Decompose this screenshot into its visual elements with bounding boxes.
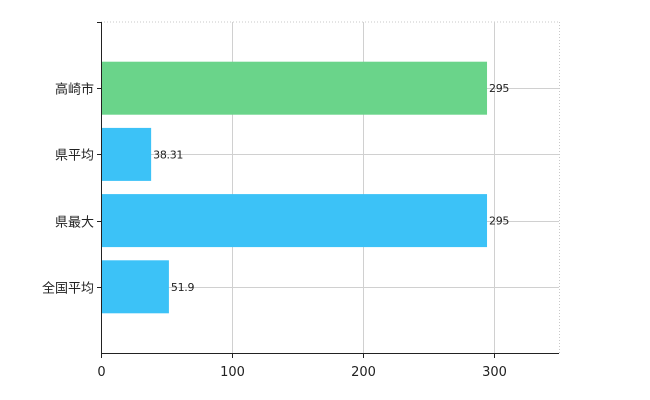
data-label: 295 [489,82,509,95]
x-tick-label: 200 [351,365,376,380]
category-label: 県平均 [55,149,94,164]
bar [102,127,152,181]
bars [102,61,488,314]
category-label: 全国平均 [42,281,94,297]
category-label: 高崎市 [55,82,94,98]
data-label: 51.9 [171,281,195,294]
x-tick-label: 0 [97,365,105,380]
x-tick-label: 300 [482,365,507,380]
data-label: 38.31 [153,148,183,161]
bar [102,194,488,248]
bar [102,61,488,115]
category-label: 県最大 [55,216,94,231]
bar [102,260,169,314]
axes [97,22,559,358]
data-label: 295 [489,215,509,228]
x-tick-label: 100 [220,365,245,380]
